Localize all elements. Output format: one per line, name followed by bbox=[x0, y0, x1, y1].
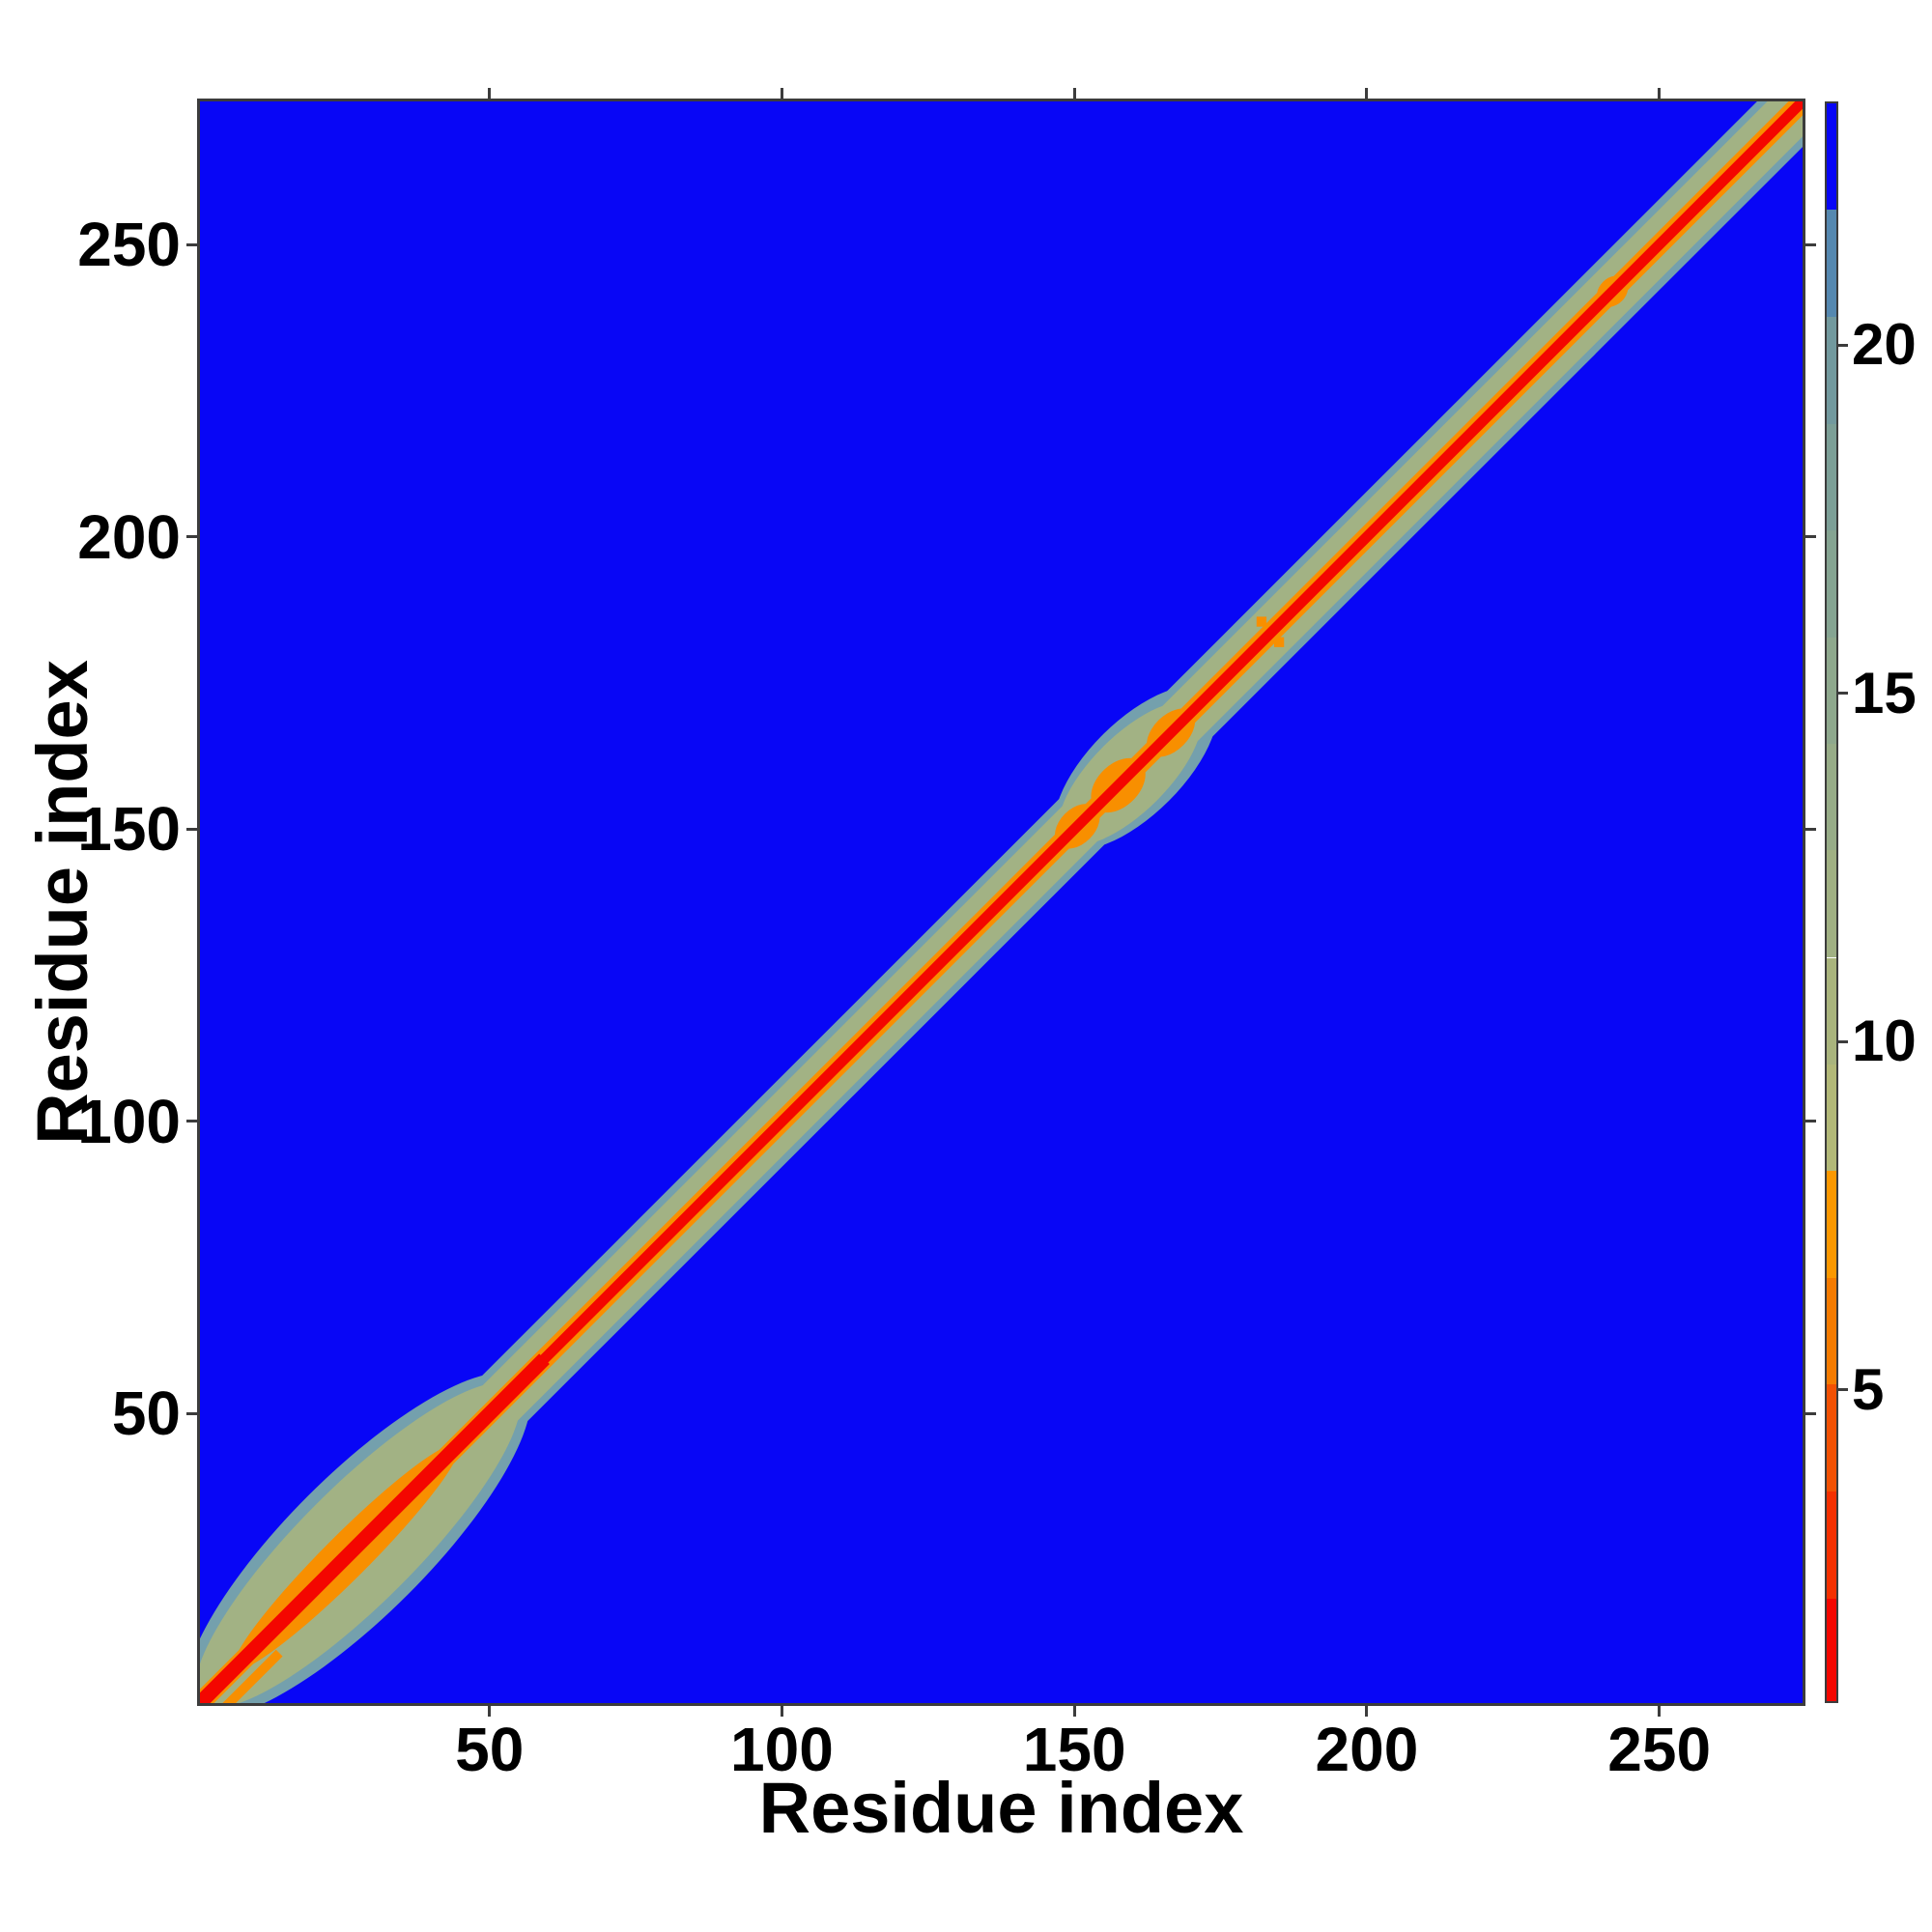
x-tick-label: 200 bbox=[1315, 1715, 1419, 1784]
x-tick bbox=[1365, 1703, 1369, 1717]
x-tick-label: 150 bbox=[1022, 1715, 1126, 1784]
colorbar-tick bbox=[1838, 1039, 1848, 1043]
x-tick-top bbox=[488, 88, 492, 101]
y-tick-label: 250 bbox=[77, 210, 181, 280]
y-tick-right bbox=[1803, 242, 1816, 246]
contact-dot bbox=[1256, 616, 1267, 627]
colorbar-segment bbox=[1827, 1598, 1836, 1701]
x-tick-label: 100 bbox=[730, 1715, 834, 1784]
x-tick bbox=[780, 1703, 783, 1717]
y-tick bbox=[186, 242, 200, 246]
colorbar-segment bbox=[1827, 850, 1836, 958]
y-axis-title: Residue index bbox=[22, 660, 102, 1145]
y-tick-label: 50 bbox=[111, 1378, 181, 1449]
y-tick bbox=[186, 827, 200, 831]
colorbar-tick-label: 15 bbox=[1852, 660, 1917, 725]
y-tick bbox=[186, 1411, 200, 1415]
colorbar-segment bbox=[1827, 1278, 1836, 1385]
x-tick-label: 250 bbox=[1607, 1715, 1712, 1784]
x-tick-top bbox=[1072, 88, 1076, 101]
diagonal-band bbox=[222, 1649, 283, 1703]
x-tick bbox=[488, 1703, 492, 1717]
colorbar-tick bbox=[1838, 692, 1848, 696]
colorbar-segment bbox=[1827, 1171, 1836, 1279]
y-tick-label: 100 bbox=[77, 1086, 181, 1156]
distance-map-heatmap bbox=[200, 101, 1803, 1703]
y-tick-label: 200 bbox=[77, 501, 181, 572]
colorbar-segment bbox=[1827, 529, 1836, 638]
colorbar-segment bbox=[1827, 1491, 1836, 1599]
colorbar-segment bbox=[1827, 210, 1836, 318]
y-tick bbox=[186, 535, 200, 539]
x-tick-top bbox=[1658, 88, 1662, 101]
y-tick-label: 150 bbox=[77, 794, 181, 865]
y-tick-right bbox=[1803, 535, 1816, 539]
x-tick bbox=[1072, 1703, 1076, 1717]
x-axis-title: Residue index bbox=[758, 1768, 1244, 1848]
colorbar-segment bbox=[1827, 1064, 1836, 1172]
y-tick bbox=[186, 1120, 200, 1123]
diagonal-band bbox=[200, 1353, 550, 1703]
colorbar bbox=[1825, 101, 1838, 1703]
colorbar-segment bbox=[1827, 423, 1836, 530]
colorbar-tick-label: 20 bbox=[1852, 312, 1917, 378]
colorbar-segment bbox=[1827, 957, 1836, 1065]
x-tick-top bbox=[1365, 88, 1369, 101]
y-tick-right bbox=[1803, 827, 1816, 831]
colorbar-segment bbox=[1827, 103, 1836, 211]
y-tick-right bbox=[1803, 1120, 1816, 1123]
heatmap-plot-area bbox=[197, 99, 1805, 1706]
x-tick-label: 50 bbox=[455, 1715, 525, 1784]
colorbar-tick bbox=[1838, 1388, 1848, 1392]
colorbar-tick bbox=[1838, 343, 1848, 347]
contact-dot bbox=[1273, 637, 1285, 647]
y-tick-right bbox=[1803, 1411, 1816, 1415]
colorbar-segment bbox=[1827, 637, 1836, 745]
colorbar-segment bbox=[1827, 744, 1836, 851]
x-tick bbox=[1658, 1703, 1662, 1717]
colorbar-tick-label: 5 bbox=[1852, 1356, 1885, 1422]
colorbar-segment bbox=[1827, 317, 1836, 424]
colorbar-tick-label: 10 bbox=[1852, 1009, 1917, 1074]
x-tick-top bbox=[780, 88, 783, 101]
colorbar-segment bbox=[1827, 1384, 1836, 1492]
